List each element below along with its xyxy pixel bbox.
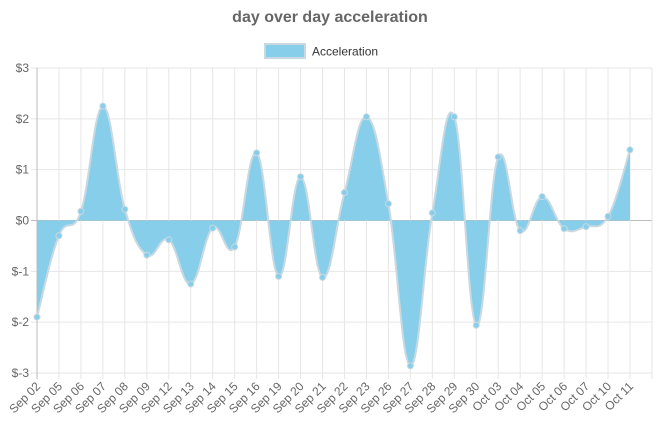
y-tick-label: $-1 [12, 264, 30, 278]
point [582, 223, 590, 231]
point [450, 113, 458, 121]
legend-label[interactable]: Acceleration [312, 45, 378, 59]
point [604, 212, 612, 220]
point [187, 280, 195, 288]
point [626, 146, 634, 154]
y-tick-label: $2 [16, 112, 30, 126]
legend-swatch[interactable] [264, 43, 306, 59]
point [362, 113, 370, 121]
point [143, 251, 151, 259]
point [121, 205, 129, 213]
point [165, 236, 173, 244]
point [494, 153, 502, 161]
y-tick-label: $0 [16, 214, 30, 228]
point [209, 224, 217, 232]
point [319, 273, 327, 281]
point [231, 243, 239, 251]
y-tick-label: $1 [16, 163, 30, 177]
point [275, 272, 283, 280]
point [99, 102, 107, 110]
chart-title: day over day acceleration [232, 9, 428, 26]
y-tick-label: $3 [16, 61, 30, 75]
point [77, 207, 85, 215]
point [384, 200, 392, 208]
point [472, 321, 480, 329]
point [253, 149, 261, 157]
y-tick-label: $-3 [12, 366, 30, 380]
point [538, 193, 546, 201]
point [297, 173, 305, 181]
point [516, 227, 524, 235]
area-fill [37, 106, 630, 366]
point [33, 313, 41, 321]
point [406, 362, 414, 370]
point [55, 232, 63, 240]
point [340, 189, 348, 197]
y-tick-label: $-2 [12, 315, 30, 329]
point [560, 225, 568, 233]
point [428, 209, 436, 217]
